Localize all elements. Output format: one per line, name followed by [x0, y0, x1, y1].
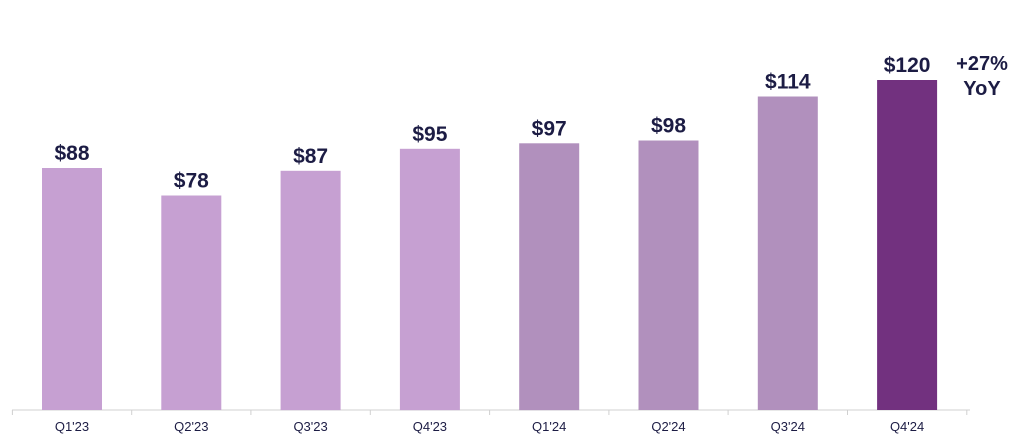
bar-q324 [757, 96, 818, 410]
value-label: $87 [293, 145, 328, 168]
x-tick-label-group: Q1'23 Q2'23 Q3'23 Q4'23 Q1'24 Q2'24 Q3'24 Q4'24 [55, 419, 924, 434]
value-label: $120 [884, 54, 931, 77]
x-tick-label: Q1'24 [532, 419, 566, 434]
value-label: $114 [765, 71, 811, 94]
yoy-growth-annotation: +27% [956, 53, 1008, 75]
bar-q223 [161, 195, 222, 410]
x-tick-mark-group [11, 410, 968, 415]
bar-group [42, 80, 938, 411]
bar-q224 [638, 140, 699, 410]
value-label: $98 [651, 115, 686, 138]
value-label: $88 [54, 142, 89, 165]
bar-q124 [519, 143, 580, 411]
bar-q424 [877, 80, 938, 410]
bar-q323 [280, 170, 341, 411]
x-tick-label: Q3'24 [771, 419, 805, 434]
x-tick-label: Q2'23 [174, 419, 208, 434]
value-label: $95 [412, 123, 447, 146]
value-label-group: $88 $78 $87 $95 $97 $98 $114 $120 [54, 54, 930, 193]
bar-q123 [42, 168, 102, 410]
value-label: $78 [174, 170, 209, 193]
yoy-label-annotation: YoY [963, 78, 1001, 100]
value-label: $97 [532, 117, 567, 140]
x-tick-label: Q4'24 [890, 419, 924, 434]
bar-q423 [399, 148, 460, 411]
x-tick-label: Q4'23 [413, 419, 447, 434]
x-tick-label: Q3'23 [293, 419, 327, 434]
x-tick-label: Q2'24 [651, 419, 685, 434]
x-tick-label: Q1'23 [55, 419, 89, 434]
